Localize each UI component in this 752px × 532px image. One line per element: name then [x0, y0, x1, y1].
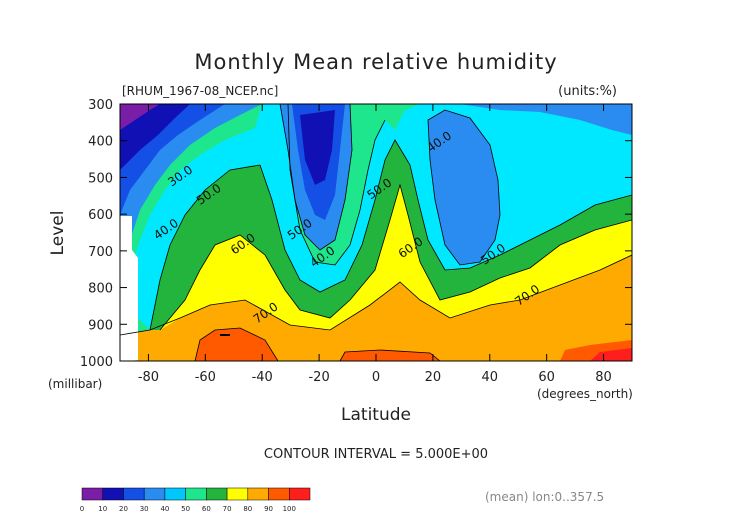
colorbar-label: 0 — [80, 505, 84, 513]
y-tick-label: 700 — [88, 245, 113, 260]
contour-lines — [120, 104, 632, 361]
y-tick-label: 400 — [88, 135, 113, 150]
y-unit-label: (millibar) — [48, 377, 102, 391]
y-tick-label: 600 — [88, 208, 113, 223]
x-tick-label: -80 — [138, 370, 159, 385]
units-label: (units:%) — [558, 84, 617, 99]
colorbar-label: 80 — [243, 505, 252, 513]
chart-title: Monthly Mean relative humidity — [194, 50, 557, 74]
x-tick-label: -60 — [195, 370, 216, 385]
colorbar-label: 10 — [98, 505, 107, 513]
x-tick-label: -40 — [252, 370, 273, 385]
colorbar-label: 90 — [264, 505, 273, 513]
x-tick-label: 80 — [595, 370, 612, 385]
x-tick-label: -20 — [308, 370, 329, 385]
x-tick-label: 20 — [425, 370, 442, 385]
contour-band-20-30 — [120, 104, 345, 220]
y-axis-label: Level — [48, 211, 68, 256]
footer-text: (mean) lon:0..357.5 — [485, 490, 604, 504]
x-tick-label: 0 — [372, 370, 380, 385]
x-axis: -80 -60 -40 -20 0 20 40 60 80 — [138, 104, 612, 385]
colorbar-label: 60 — [202, 505, 211, 513]
source-label: [RHUM_1967-08_NCEP.nc] — [122, 84, 278, 98]
colorbar-swatch — [206, 487, 228, 501]
y-tick-label: 500 — [88, 171, 113, 186]
colorbar-swatch — [185, 487, 207, 501]
contour-band-under-10 — [120, 104, 160, 130]
contour-band-60-70-left — [160, 185, 632, 330]
colorbar-label: 70 — [223, 505, 232, 513]
colorbar-swatch — [123, 487, 145, 501]
colorbar-label: 30 — [140, 505, 149, 513]
colorbar-swatch — [289, 487, 311, 501]
y-tick-label: 800 — [88, 282, 113, 297]
x-axis-label: Latitude — [341, 405, 411, 425]
contour-band-50-60 — [150, 140, 632, 330]
contour-band-40-50 — [120, 104, 632, 330]
colorbar-swatch — [268, 487, 290, 501]
x-unit-label: (degrees_north) — [537, 387, 633, 401]
colorbar-swatch — [81, 487, 103, 501]
colorbar-label: 100 — [283, 505, 296, 513]
contour-band-90-100 — [590, 348, 632, 361]
colorbar-swatch — [102, 487, 124, 501]
y-tick-label: 1000 — [80, 355, 113, 370]
colorbar-swatch — [164, 487, 186, 501]
colorbar: 0 10 20 30 40 50 60 70 80 90 100 — [80, 487, 311, 513]
colorbar-swatch — [226, 487, 249, 501]
colorbar-label: 20 — [119, 505, 128, 513]
x-tick-label: 60 — [538, 370, 555, 385]
x-tick-label: 40 — [482, 370, 499, 385]
contour-interval-text: CONTOUR INTERVAL = 5.000E+00 — [264, 447, 488, 462]
y-tick-label: 900 — [88, 318, 113, 333]
colorbar-swatch — [143, 487, 166, 501]
y-axis: 300 400 500 600 700 800 900 1000 — [80, 98, 632, 370]
y-tick-label: 300 — [88, 98, 113, 113]
contour-band-80-90 — [195, 328, 632, 361]
colorbar-swatch — [247, 487, 269, 501]
colorbar-label: 50 — [181, 505, 190, 513]
colorbar-label: 40 — [160, 505, 169, 513]
contour-field — [120, 104, 632, 361]
